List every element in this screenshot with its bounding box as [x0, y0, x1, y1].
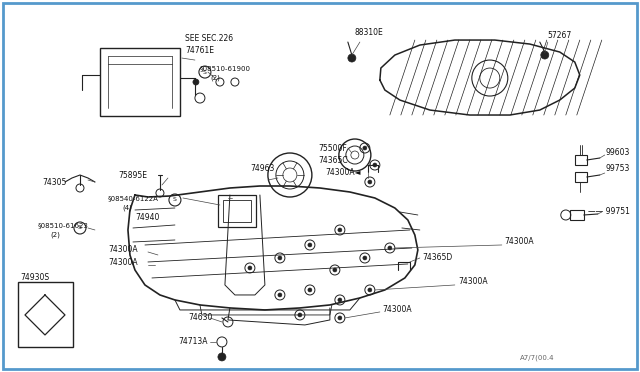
Text: §08510-61623: §08510-61623	[38, 222, 89, 228]
Text: 74761E: 74761E	[185, 45, 214, 55]
Text: §08510-61900: §08510-61900	[200, 65, 251, 71]
Text: (4): (4)	[122, 205, 132, 211]
Circle shape	[388, 246, 392, 250]
Circle shape	[248, 266, 252, 270]
Text: 74300A: 74300A	[458, 278, 488, 286]
Text: §08540-6122A: §08540-6122A	[108, 195, 159, 201]
Bar	[575, 155, 587, 165]
Bar	[18, 282, 73, 347]
Text: 74930S: 74930S	[20, 273, 49, 282]
Text: 57267: 57267	[548, 31, 572, 39]
Circle shape	[368, 288, 372, 292]
Circle shape	[298, 313, 302, 317]
Circle shape	[278, 293, 282, 297]
Circle shape	[338, 316, 342, 320]
Text: 74963: 74963	[250, 164, 275, 173]
Circle shape	[338, 228, 342, 232]
Text: 75895E: 75895E	[118, 170, 147, 180]
Text: 75500F: 75500F	[318, 144, 347, 153]
Text: 74300A: 74300A	[108, 259, 138, 267]
Circle shape	[308, 243, 312, 247]
Bar	[570, 210, 584, 220]
Text: S: S	[173, 198, 177, 202]
Bar	[223, 200, 251, 222]
Circle shape	[363, 256, 367, 260]
Circle shape	[338, 298, 342, 302]
Text: 74300A: 74300A	[382, 305, 412, 314]
Circle shape	[218, 353, 226, 361]
Text: 74300A: 74300A	[505, 237, 534, 247]
Text: 99603: 99603	[606, 148, 630, 157]
Bar	[100, 48, 180, 116]
Text: (2): (2)	[50, 232, 60, 238]
Text: 74713A: 74713A	[178, 337, 207, 346]
Circle shape	[278, 256, 282, 260]
Text: 74300A: 74300A	[108, 246, 138, 254]
Text: 74365C: 74365C	[318, 155, 348, 164]
Circle shape	[348, 54, 356, 62]
Text: 74365D: 74365D	[422, 253, 452, 263]
Text: S: S	[78, 225, 82, 231]
Bar	[218, 195, 256, 227]
Circle shape	[373, 163, 377, 167]
Circle shape	[308, 288, 312, 292]
Circle shape	[541, 51, 548, 59]
Text: S: S	[203, 70, 207, 74]
Circle shape	[333, 268, 337, 272]
Text: 74305: 74305	[42, 177, 67, 186]
Text: 74300A◄: 74300A◄	[325, 167, 360, 176]
Circle shape	[368, 180, 372, 184]
Text: 74630: 74630	[188, 314, 212, 323]
Text: —— 99751: —— 99751	[588, 208, 630, 217]
Bar	[575, 172, 587, 182]
Text: SEE SEC.226: SEE SEC.226	[185, 33, 233, 42]
Text: 88310E: 88310E	[355, 28, 383, 36]
Text: A7/7(00.4: A7/7(00.4	[520, 355, 554, 361]
Text: (2): (2)	[210, 75, 220, 81]
Circle shape	[363, 146, 367, 150]
Text: 74940: 74940	[135, 214, 159, 222]
Circle shape	[193, 79, 199, 85]
Text: 99753: 99753	[606, 164, 630, 173]
